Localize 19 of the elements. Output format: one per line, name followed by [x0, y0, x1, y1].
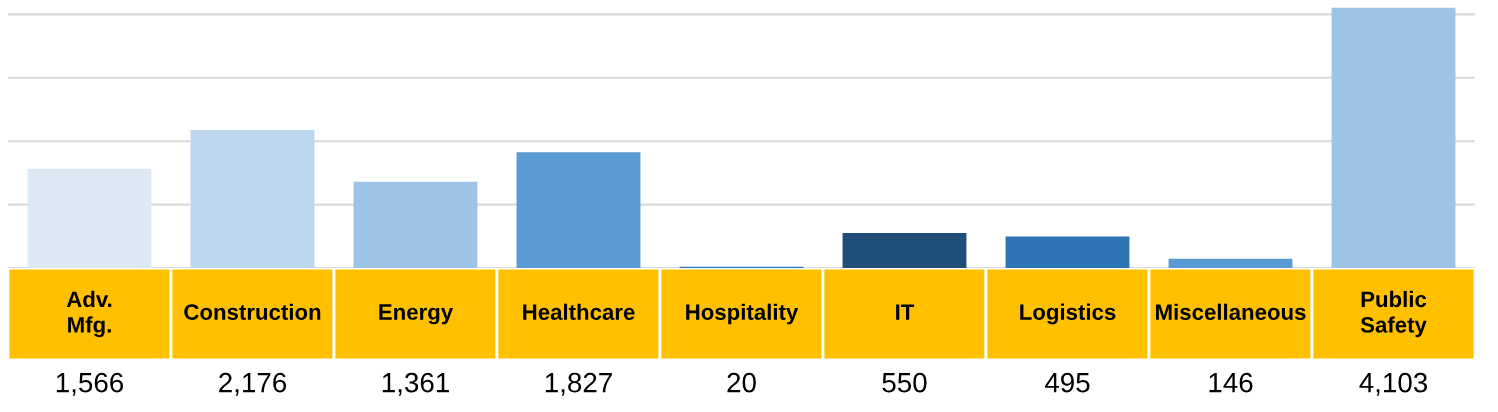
- x-tick-label: Energy: [379, 304, 454, 325]
- x-tick-label: Logistics: [1020, 303, 1116, 325]
- data-label: 1,566: [56, 372, 124, 396]
- x-tick-label: Adv. Mfg.: [66, 290, 112, 338]
- x-tick-label: Healthcare: [523, 303, 635, 320]
- bar: [1168, 258, 1293, 268]
- data-label: 4,103: [1359, 372, 1428, 396]
- data-label: 2,176: [219, 372, 287, 396]
- data-label: 550: [882, 372, 927, 393]
- x-tick-label: Hospitality: [686, 303, 799, 325]
- x-tick-label: Construction: [184, 303, 321, 320]
- x-tick-label: Miscellaneous: [1156, 303, 1306, 320]
- x-tick-label: IT: [896, 304, 915, 320]
- x-tick-label: Public Safety: [1360, 290, 1427, 338]
- data-label: 1,827: [545, 372, 612, 396]
- data-label: 20: [727, 372, 756, 393]
- data-label: 146: [1209, 372, 1253, 393]
- data-label: 1,361: [382, 372, 449, 396]
- data-label: 495: [1044, 372, 1090, 393]
